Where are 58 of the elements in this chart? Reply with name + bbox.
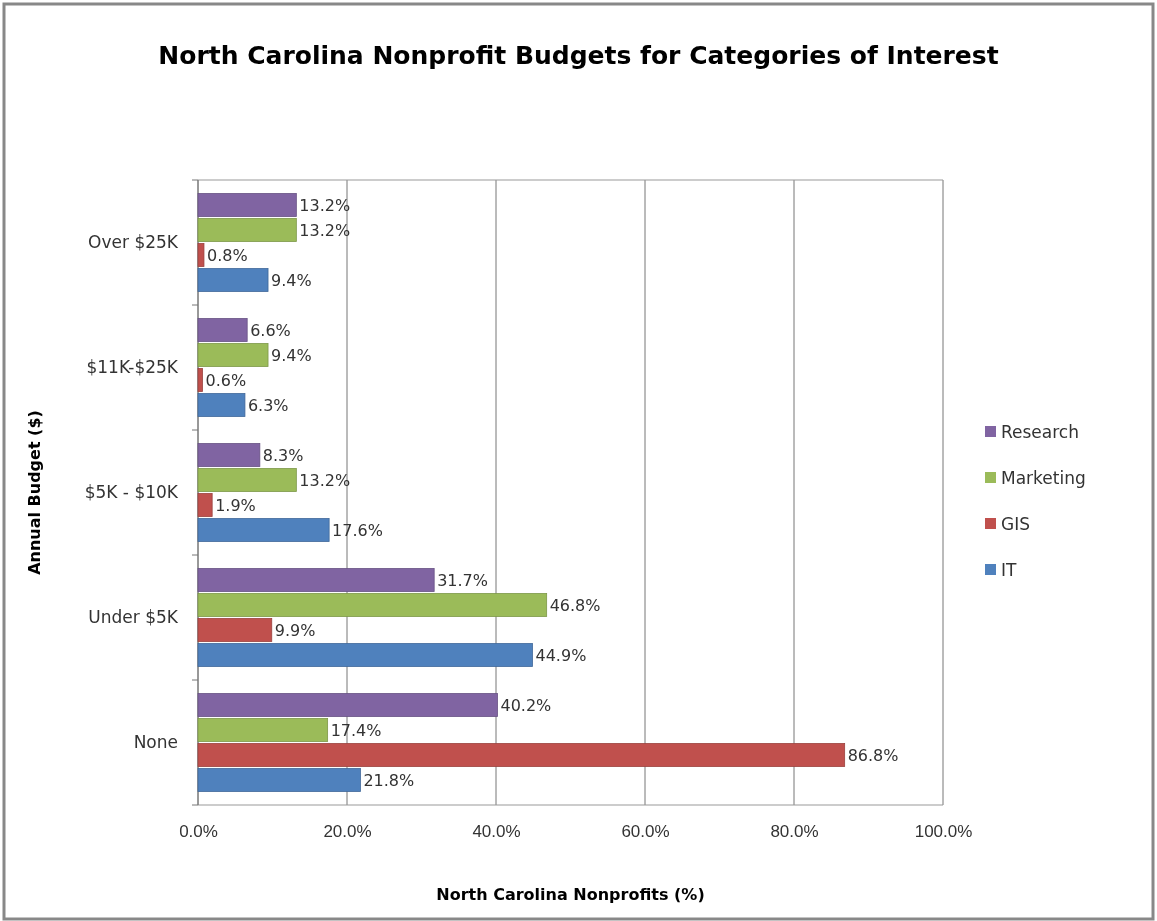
bar bbox=[197, 493, 213, 517]
data-label: 44.9% bbox=[535, 645, 587, 665]
data-label: 13.2% bbox=[299, 470, 351, 490]
bar bbox=[197, 268, 269, 292]
bar bbox=[197, 243, 205, 267]
bar bbox=[197, 218, 297, 242]
data-label: 9.4% bbox=[271, 345, 312, 365]
bar bbox=[197, 518, 330, 542]
x-tick-label: 60.0% bbox=[621, 822, 670, 842]
data-label: 17.4% bbox=[330, 720, 382, 740]
data-label: 6.6% bbox=[250, 320, 291, 340]
data-label: 46.8% bbox=[549, 595, 601, 615]
data-label: 31.7% bbox=[437, 570, 488, 590]
bar bbox=[197, 468, 297, 492]
data-label: 0.6% bbox=[205, 370, 247, 390]
data-label: 1.9% bbox=[215, 495, 256, 515]
bar bbox=[197, 643, 533, 667]
bar bbox=[197, 693, 498, 717]
bar bbox=[197, 443, 261, 467]
bar bbox=[197, 768, 361, 792]
y-tick-label: None bbox=[133, 732, 178, 753]
data-label: 6.3% bbox=[247, 395, 289, 415]
bar bbox=[197, 593, 548, 617]
y-tick-label: $5K - $10K bbox=[84, 482, 179, 503]
data-label: 9.4% bbox=[271, 270, 312, 290]
x-tick-label: 20.0% bbox=[323, 822, 372, 842]
data-label: 40.2% bbox=[500, 695, 552, 715]
legend-label: IT bbox=[1001, 559, 1018, 580]
legend-label: Marketing bbox=[1001, 467, 1086, 488]
x-tick-label: 100.0% bbox=[914, 822, 973, 842]
x-tick-label: 80.0% bbox=[770, 822, 819, 842]
bar bbox=[197, 368, 203, 392]
data-label: 17.6% bbox=[332, 520, 383, 540]
legend-label: GIS bbox=[1001, 513, 1030, 534]
bar bbox=[197, 618, 273, 642]
data-label: 13.2% bbox=[299, 195, 351, 215]
x-tick-label: 40.0% bbox=[472, 822, 521, 842]
data-label: 9.9% bbox=[274, 620, 316, 640]
x-tick-label: 0.0% bbox=[179, 822, 218, 842]
data-label: 0.8% bbox=[206, 245, 248, 265]
data-label: 8.3% bbox=[262, 445, 304, 465]
legend-label: Research bbox=[1001, 421, 1079, 442]
x-axis-title: North Carolina Nonprofits (%) bbox=[436, 885, 705, 904]
data-label: 21.8% bbox=[363, 770, 415, 790]
y-tick-label: $11K-$25K bbox=[86, 357, 179, 378]
bar bbox=[197, 718, 329, 742]
bar bbox=[197, 318, 248, 342]
bar bbox=[197, 568, 435, 592]
y-axis-title: Annual Budget ($) bbox=[25, 410, 44, 575]
y-tick-label: Under $5K bbox=[88, 607, 179, 628]
bar bbox=[197, 343, 269, 367]
bar bbox=[197, 193, 297, 217]
data-label: 86.8% bbox=[847, 745, 899, 765]
chart-title: North Carolina Nonprofit Budgets for Categories of Interest bbox=[158, 41, 999, 70]
bar bbox=[197, 743, 846, 767]
bar bbox=[197, 393, 246, 417]
data-label: 13.2% bbox=[299, 220, 351, 240]
y-tick-label: Over $25K bbox=[88, 232, 179, 253]
